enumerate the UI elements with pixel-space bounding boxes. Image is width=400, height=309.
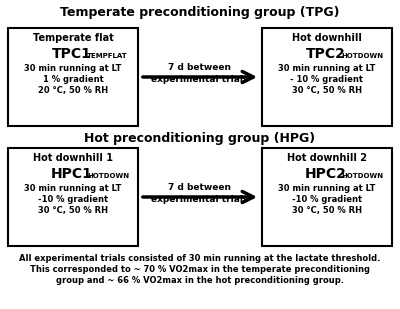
Text: 30 min running at LT: 30 min running at LT xyxy=(24,184,122,193)
Text: This corresponded to ~ 70 % VO2max in the temperate preconditioning: This corresponded to ~ 70 % VO2max in th… xyxy=(30,265,370,274)
Text: 30 °C, 50 % RH: 30 °C, 50 % RH xyxy=(292,206,362,215)
Text: experimental trials: experimental trials xyxy=(151,75,249,84)
Text: Hot downhill 2: Hot downhill 2 xyxy=(287,153,367,163)
Text: 30 min running at LT: 30 min running at LT xyxy=(278,184,376,193)
Text: -10 % gradient: -10 % gradient xyxy=(292,195,362,204)
Text: 7 d between: 7 d between xyxy=(168,63,232,72)
Text: HPC1: HPC1 xyxy=(51,167,93,181)
Text: group and ~ 66 % VO2max in the hot preconditioning group.: group and ~ 66 % VO2max in the hot preco… xyxy=(56,276,344,285)
Text: 7 d between: 7 d between xyxy=(168,183,232,192)
Text: Hot downhill 1: Hot downhill 1 xyxy=(33,153,113,163)
Text: 30 min running at LT: 30 min running at LT xyxy=(278,64,376,73)
Text: Temperate preconditioning group (TPG): Temperate preconditioning group (TPG) xyxy=(60,6,340,19)
Text: - 10 % gradient: - 10 % gradient xyxy=(290,75,364,84)
Text: 30 °C, 50 % RH: 30 °C, 50 % RH xyxy=(292,86,362,95)
Text: HOTDOWN: HOTDOWN xyxy=(341,173,383,179)
Text: All experimental trials consisted of 30 min running at the lactate threshold.: All experimental trials consisted of 30 … xyxy=(19,254,381,263)
Text: 30 °C, 50 % RH: 30 °C, 50 % RH xyxy=(38,206,108,215)
Text: Hot preconditioning group (HPG): Hot preconditioning group (HPG) xyxy=(84,132,316,145)
Text: experimental trials: experimental trials xyxy=(151,195,249,204)
Text: Hot downhill: Hot downhill xyxy=(292,33,362,43)
Text: 1 % gradient: 1 % gradient xyxy=(43,75,103,84)
Text: TEMPFLAT: TEMPFLAT xyxy=(87,53,128,59)
Bar xyxy=(8,148,138,246)
Bar xyxy=(262,28,392,126)
Text: 30 min running at LT: 30 min running at LT xyxy=(24,64,122,73)
Text: HOTDOWN: HOTDOWN xyxy=(87,173,129,179)
Text: -10 % gradient: -10 % gradient xyxy=(38,195,108,204)
Text: HOTDOWN: HOTDOWN xyxy=(341,53,383,59)
Bar xyxy=(8,28,138,126)
Text: Temperate flat: Temperate flat xyxy=(33,33,113,43)
Text: TPC2: TPC2 xyxy=(306,47,346,61)
Text: HPC2: HPC2 xyxy=(305,167,347,181)
Text: 20 °C, 50 % RH: 20 °C, 50 % RH xyxy=(38,86,108,95)
Text: TPC1: TPC1 xyxy=(52,47,92,61)
Bar xyxy=(262,148,392,246)
